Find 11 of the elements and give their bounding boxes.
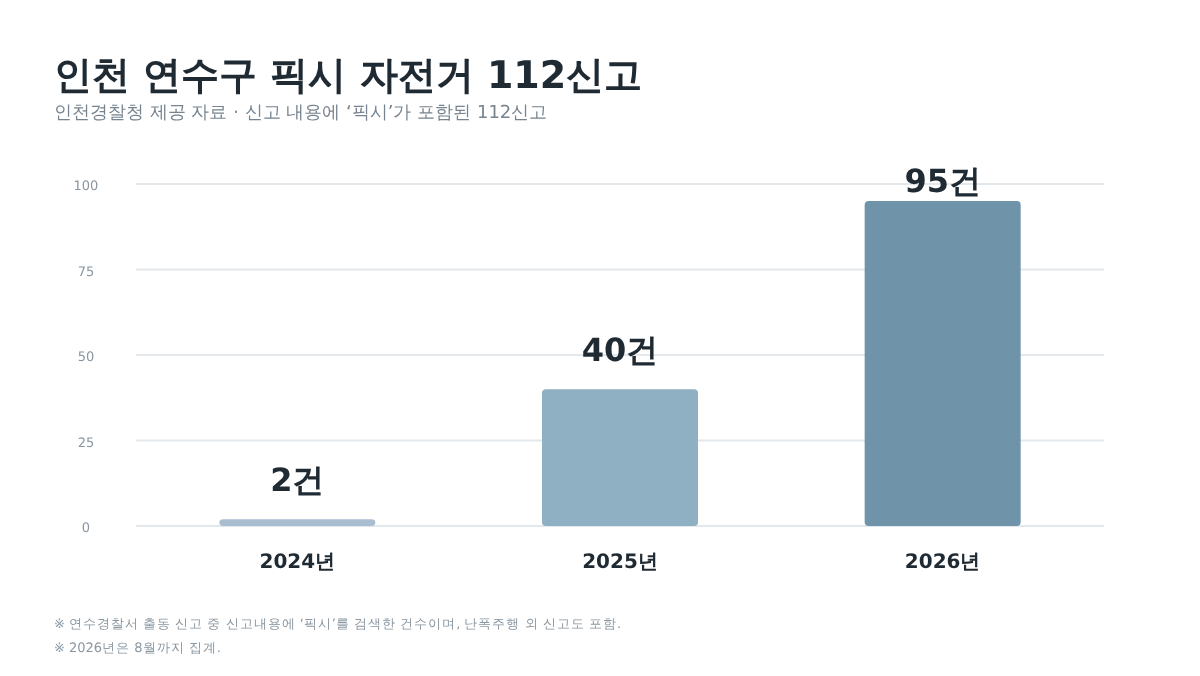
data-label: 95건 [904,162,981,200]
chart-title: 인천 연수구 픽시 자전거 112신고 [54,54,643,98]
x-tick-label: 2024년 [259,552,336,574]
data-label: 2건 [270,461,325,500]
bar [219,519,376,526]
x-tick-label: 2025년 [582,552,658,574]
data-label: 40건 [581,331,659,370]
chart-subtitle: 인천경찰청 제공 자료 · 신고 내용에 ‘픽시’가 포함된 112신고 [54,104,548,124]
x-tick-label: 2026년 [904,552,981,574]
bar [864,201,1021,526]
bar [542,389,698,526]
